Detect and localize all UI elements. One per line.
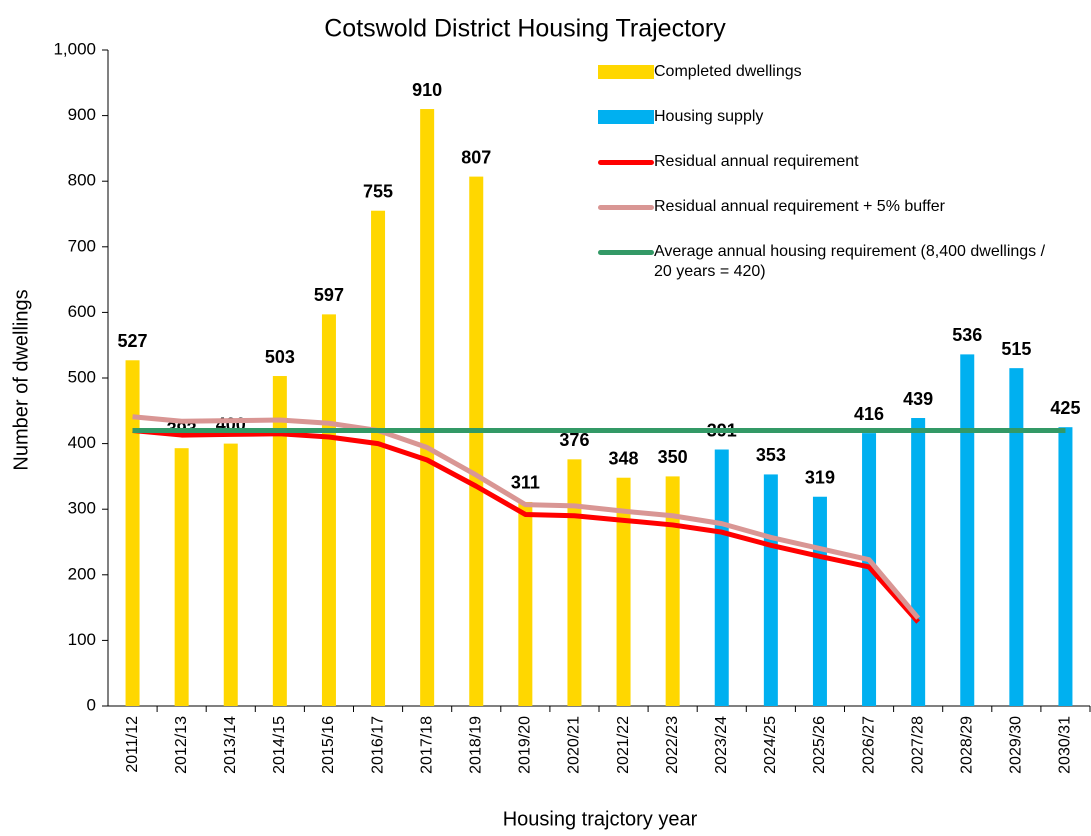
data-label: 353 xyxy=(756,445,786,465)
x-tick-label: 2026/27 xyxy=(860,716,877,774)
x-tick-label: 2019/20 xyxy=(517,716,534,774)
legend-item: Completed dwellings xyxy=(596,62,1066,107)
bar xyxy=(714,449,729,706)
data-label: 910 xyxy=(412,80,442,100)
bar xyxy=(763,474,778,706)
bar xyxy=(567,459,582,706)
data-label: 311 xyxy=(511,473,540,493)
y-tick-label: 300 xyxy=(68,499,96,518)
legend-label: Completed dwellings xyxy=(654,63,802,80)
legend-item: Residual annual requirement xyxy=(596,152,1066,197)
bar xyxy=(911,418,926,706)
x-tick-label: 2027/28 xyxy=(909,716,926,774)
bar xyxy=(223,443,238,706)
legend-item: Housing supply xyxy=(596,107,1066,152)
y-tick-label: 0 xyxy=(87,695,96,714)
bar xyxy=(469,176,484,706)
y-tick-label: 900 xyxy=(68,105,96,124)
bar xyxy=(1058,427,1073,706)
x-tick-label: 2024/25 xyxy=(762,716,779,774)
bar xyxy=(616,477,631,706)
y-tick-label: 400 xyxy=(68,433,96,452)
legend-icon xyxy=(596,152,654,172)
data-label: 319 xyxy=(805,467,835,487)
bar xyxy=(665,476,680,706)
data-label: 527 xyxy=(118,331,148,351)
y-tick-label: 100 xyxy=(68,630,96,649)
data-label: 439 xyxy=(903,389,933,409)
bar xyxy=(812,496,827,706)
data-label: 515 xyxy=(1001,339,1031,359)
data-label: 597 xyxy=(314,285,344,305)
x-tick-label: 2011/12 xyxy=(124,716,141,773)
data-label: 416 xyxy=(854,404,884,424)
x-tick-label: 2023/24 xyxy=(713,716,730,774)
data-label: 425 xyxy=(1050,398,1080,418)
legend-icon xyxy=(596,62,654,82)
legend-label: Housing supply xyxy=(654,108,764,125)
legend-icon xyxy=(596,197,654,217)
y-tick-label: 200 xyxy=(68,564,96,583)
x-axis-title: Housing trajctory year xyxy=(503,808,698,830)
legend-label: Residual annual requirement xyxy=(654,153,859,170)
data-label: 536 xyxy=(952,325,982,345)
y-tick-label: 600 xyxy=(68,302,96,321)
x-tick-label: 2025/26 xyxy=(811,716,828,774)
y-tick-label: 800 xyxy=(68,171,96,190)
x-tick-label: 2022/23 xyxy=(664,716,681,774)
data-label: 807 xyxy=(461,147,491,167)
data-label: 376 xyxy=(559,430,589,450)
x-tick-label: 2016/17 xyxy=(369,716,386,774)
bar xyxy=(960,354,975,706)
x-tick-label: 2020/21 xyxy=(566,716,583,774)
legend-icon xyxy=(596,242,654,262)
line xyxy=(132,427,921,624)
data-label: 350 xyxy=(658,447,688,467)
legend-icon xyxy=(596,107,654,127)
data-label: 503 xyxy=(265,347,295,367)
x-tick-label: 2014/15 xyxy=(271,716,288,774)
legend-label: Residual annual requirement + 5% buffer xyxy=(654,198,945,215)
bar xyxy=(371,210,386,706)
bar xyxy=(125,360,140,706)
bar xyxy=(518,501,533,706)
x-tick-label: 2018/19 xyxy=(467,716,484,774)
legend-item: Residual annual requirement + 5% buffer xyxy=(596,197,1066,242)
line xyxy=(132,414,921,620)
bar xyxy=(272,376,287,706)
x-tick-label: 2021/22 xyxy=(615,716,632,774)
x-tick-label: 2013/14 xyxy=(222,716,239,774)
legend-item: Average annual housing requirement (8,40… xyxy=(596,242,1066,287)
bar xyxy=(1009,368,1024,706)
data-label: 348 xyxy=(609,448,639,468)
chart-title: Cotswold District Housing Trajectory xyxy=(324,15,726,43)
x-tick-label: 2012/13 xyxy=(173,716,190,774)
bar xyxy=(321,314,336,706)
legend-label: Average annual housing requirement (8,40… xyxy=(654,243,1046,280)
x-tick-label: 2030/31 xyxy=(1057,716,1074,774)
x-tick-label: 2028/29 xyxy=(958,716,975,774)
y-tick-label: 700 xyxy=(68,236,96,255)
y-axis-title: Number of dwellings xyxy=(10,289,32,470)
x-tick-label: 2017/18 xyxy=(418,716,435,774)
y-tick-label: 1,000 xyxy=(53,39,96,58)
bar xyxy=(174,448,189,706)
bar xyxy=(420,109,435,707)
legend: Completed dwellings Housing supply Residua… xyxy=(596,62,1066,287)
y-tick-label: 500 xyxy=(68,367,96,386)
data-label: 755 xyxy=(363,181,393,201)
x-tick-label: 2029/30 xyxy=(1008,716,1025,774)
x-tick-label: 2015/16 xyxy=(320,716,337,774)
